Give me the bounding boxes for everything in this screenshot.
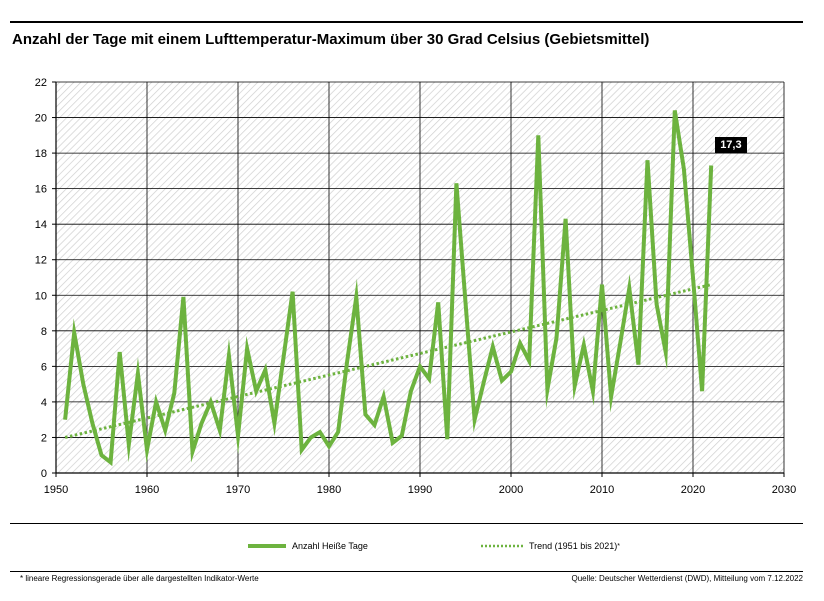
series-layer [63,110,714,467]
legend-trend: Trend (1951 bis 2021) * [481,541,620,551]
middle-rule [10,523,803,524]
legend-series: Anzahl Heiße Tage [248,541,368,551]
y-tick-label: 10 [35,290,47,302]
legend-series-label: Anzahl Heiße Tage [292,541,368,551]
chart-title: Anzahl der Tage mit einem Lufttemperatur… [12,31,650,48]
y-tick-label: 4 [41,397,47,409]
footnote: * lineare Regressionsgerade über alle da… [20,574,259,583]
y-tick-label: 22 [35,77,47,89]
x-tick-label: 1980 [317,484,341,496]
axes: 0 2 4 6 8 10 12 14 16 18 20 22 1950 1960 1970 1980 1990 2… [35,77,796,496]
x-tick-label: 2020 [681,484,705,496]
x-tick-label: 2000 [499,484,523,496]
y-tick-label: 6 [41,361,47,373]
y-tick-label: 2 [41,432,47,444]
last-value-callout: 17,3 [715,136,747,153]
gridlines [56,81,785,473]
hot-days-line [63,110,714,467]
x-tick-label: 1990 [408,484,432,496]
legend-trend-swatch [481,544,523,548]
bottom-rule [10,571,803,572]
y-tick-label: 16 [35,184,47,196]
source-note: Quelle: Deutscher Wetterdienst (DWD), Mi… [571,574,803,583]
x-tick-label: 1970 [226,484,250,496]
legend-trend-marker: * [617,542,620,550]
x-tick-label: 2030 [772,484,796,496]
y-tick-label: 0 [41,468,47,480]
legend-trend-label: Trend (1951 bis 2021) [529,541,618,551]
y-tick-label: 18 [35,148,47,160]
x-tick-label: 1960 [135,484,159,496]
x-tick-label: 2010 [590,484,614,496]
x-tick-label: 1950 [44,484,68,496]
legend-series-swatch [248,544,286,548]
y-tick-label: 20 [35,113,47,125]
trend-line [64,283,712,439]
y-tick-label: 12 [35,255,47,267]
top-rule [10,21,803,23]
y-tick-label: 14 [35,219,47,231]
y-tick-label: 8 [41,326,47,338]
